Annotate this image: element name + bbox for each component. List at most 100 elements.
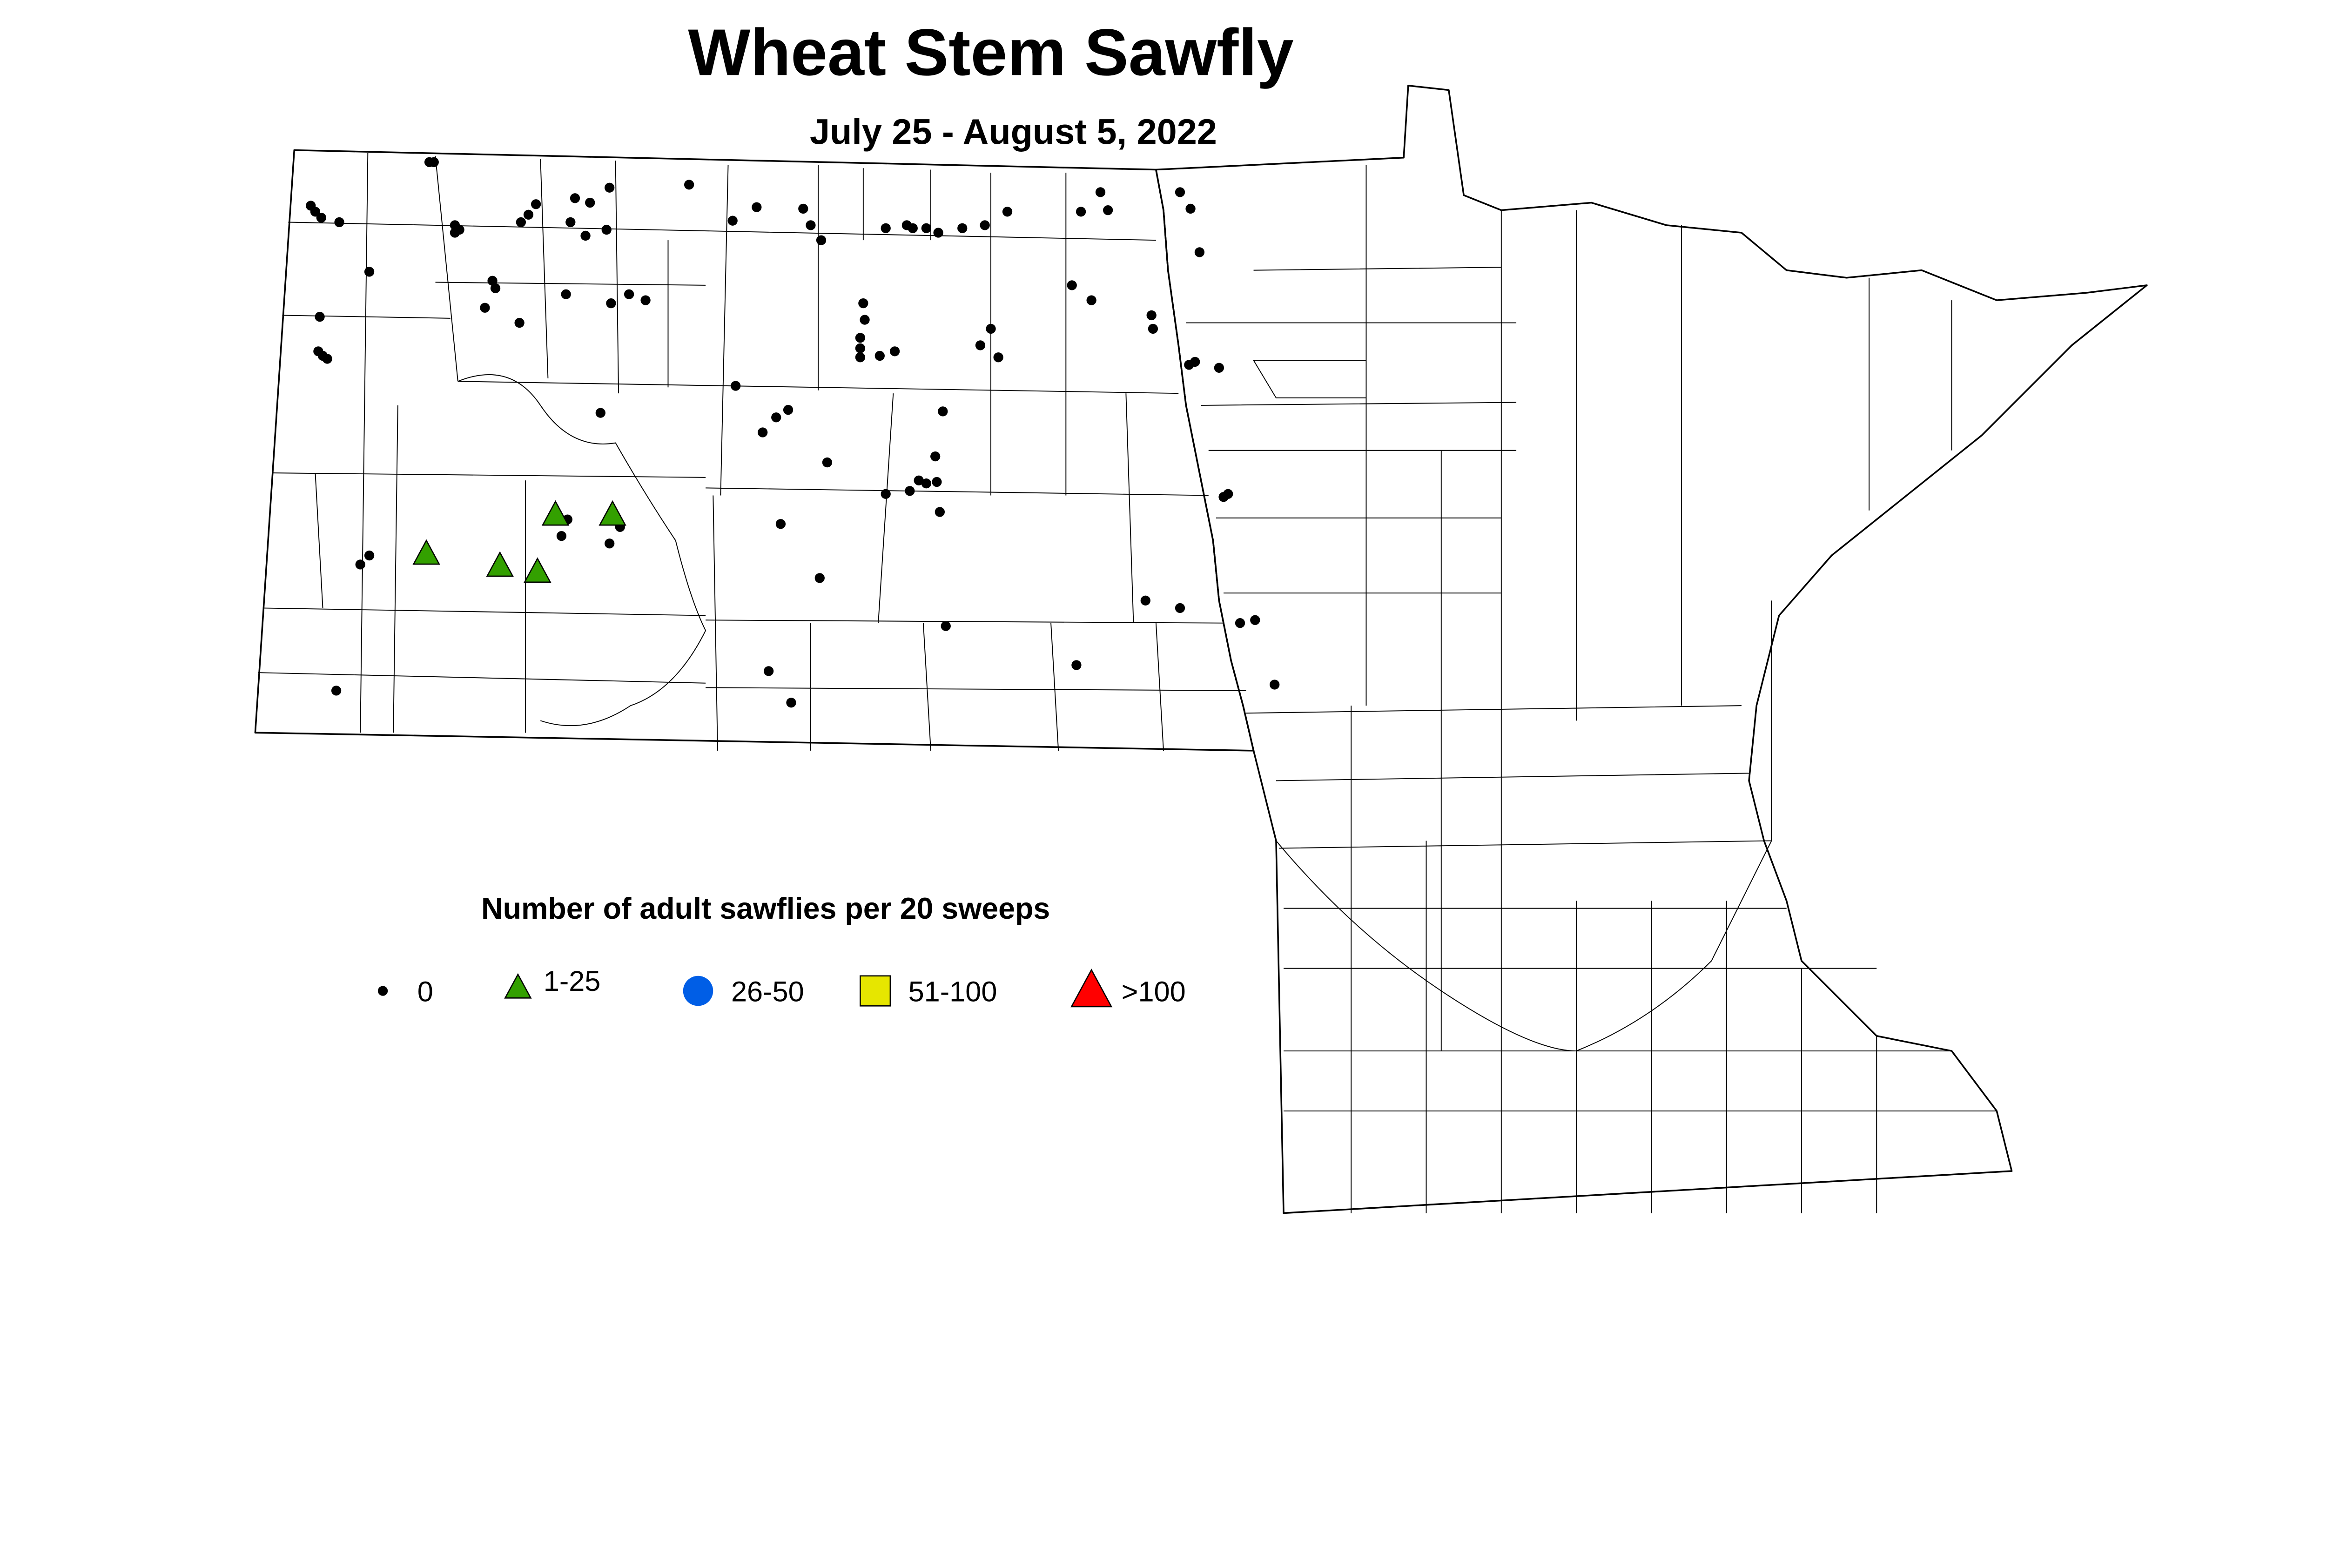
- legend-item-1: 1-25: [504, 965, 601, 999]
- site-marker-0: [531, 199, 541, 209]
- site-marker-0: [908, 223, 918, 233]
- site-marker-0: [1002, 207, 1013, 217]
- minnesota-outline: [1155, 85, 2148, 1214]
- legend-label: 0: [417, 976, 433, 1008]
- site-marker-0: [889, 346, 900, 357]
- site-marker-0: [941, 621, 951, 631]
- site-marker-0: [855, 352, 866, 363]
- site-marker-0: [514, 317, 525, 328]
- site-marker-0: [1185, 203, 1196, 214]
- site-marker-0: [1175, 187, 1185, 197]
- site-marker-0: [561, 289, 571, 299]
- site-marker-0: [957, 223, 968, 233]
- site-marker-0: [855, 333, 866, 343]
- site-marker-0: [727, 215, 738, 226]
- site-marker-0: [331, 686, 342, 696]
- site-marker-0: [334, 217, 344, 228]
- legend-symbol-square: [860, 975, 891, 1007]
- site-marker-0: [523, 209, 534, 220]
- site-marker-0: [1250, 615, 1260, 625]
- site-marker-0: [516, 217, 526, 228]
- site-marker-0: [881, 223, 891, 233]
- site-marker-0: [731, 381, 741, 391]
- site-marker-0: [570, 193, 580, 203]
- minnesota-counties: [1186, 165, 1997, 1213]
- site-marker-0: [364, 550, 375, 561]
- site-marker-0: [932, 477, 942, 487]
- site-marker-0: [684, 180, 694, 190]
- site-marker-0: [1103, 205, 1113, 215]
- site-marker-0: [450, 228, 460, 238]
- site-marker-0: [624, 289, 634, 299]
- site-marker-0: [771, 412, 781, 423]
- site-marker-0: [938, 406, 948, 417]
- site-marker-0: [487, 276, 498, 286]
- legend-label: >100: [1122, 976, 1186, 1008]
- site-marker-0: [1194, 247, 1205, 257]
- legend-item-3: 51-100: [860, 975, 997, 1008]
- site-marker-0: [556, 531, 567, 541]
- site-marker-0: [874, 350, 885, 361]
- legend-label: 1-25: [544, 965, 601, 997]
- site-marker-0: [783, 404, 794, 415]
- background: [0, 0, 2327, 1215]
- site-marker-0: [786, 698, 796, 708]
- site-marker-0: [993, 352, 1003, 363]
- site-marker-0: [1214, 363, 1224, 373]
- site-marker-1-25: [486, 551, 514, 577]
- site-marker-0: [1190, 357, 1200, 367]
- site-marker-0: [921, 478, 931, 489]
- site-marker-0: [429, 157, 439, 168]
- site-marker-0: [975, 340, 986, 350]
- site-marker-0: [914, 475, 924, 485]
- site-marker-0: [1067, 280, 1077, 290]
- site-marker-0: [605, 538, 615, 549]
- site-marker-1-25: [541, 500, 570, 526]
- map-subtitle: July 25 - August 5, 2022: [810, 112, 1217, 152]
- site-marker-0: [1223, 489, 1233, 499]
- legend-symbol-triangle: [1070, 969, 1113, 1008]
- site-marker-0: [860, 315, 870, 325]
- site-marker-0: [310, 207, 321, 217]
- site-marker-0: [1095, 187, 1106, 197]
- sample-sites: [306, 157, 1280, 708]
- site-marker-1-25: [599, 500, 626, 526]
- north-dakota-counties: [258, 153, 1246, 751]
- site-marker-0: [930, 451, 941, 462]
- site-marker-0: [752, 202, 762, 212]
- legend-item-4: >100: [1070, 969, 1186, 1008]
- site-marker-1-25: [412, 539, 440, 565]
- site-marker-0: [1235, 618, 1245, 628]
- legend-symbol-triangle: [504, 973, 532, 999]
- site-marker-0: [814, 573, 825, 583]
- site-marker-0: [758, 427, 768, 437]
- site-marker-0: [640, 295, 651, 305]
- map-figure: Wheat Stem Sawfly July 25 - August 5, 20…: [0, 0, 2327, 1215]
- site-marker-0: [986, 323, 996, 334]
- site-marker-0: [565, 217, 576, 228]
- site-marker-0: [601, 224, 612, 235]
- site-marker-1-25: [524, 557, 551, 583]
- site-marker-0: [585, 197, 595, 208]
- site-marker-0: [980, 220, 990, 230]
- site-marker-0: [1140, 595, 1150, 606]
- legend-label: 51-100: [908, 976, 997, 1008]
- legend-symbol-dot: [377, 986, 388, 996]
- site-marker-0: [775, 519, 786, 529]
- site-marker-0: [921, 223, 931, 233]
- site-marker-0: [1270, 680, 1280, 690]
- site-marker-0: [858, 298, 868, 309]
- map-canvas: Wheat Stem Sawfly July 25 - August 5, 20…: [0, 0, 2327, 1215]
- legend-symbol-circle: [683, 976, 713, 1006]
- site-marker-0: [605, 182, 615, 193]
- site-marker-0: [595, 408, 605, 418]
- site-marker-0: [1146, 310, 1157, 321]
- site-marker-0: [806, 220, 816, 230]
- site-marker-0: [763, 666, 774, 676]
- site-marker-0: [322, 354, 332, 364]
- legend: 0 1-25 26-50 51-100 >100: [377, 965, 1186, 1008]
- site-marker-0: [1086, 295, 1096, 305]
- site-marker-0: [905, 486, 915, 496]
- site-marker-0: [490, 283, 501, 293]
- site-marker-0: [606, 298, 616, 309]
